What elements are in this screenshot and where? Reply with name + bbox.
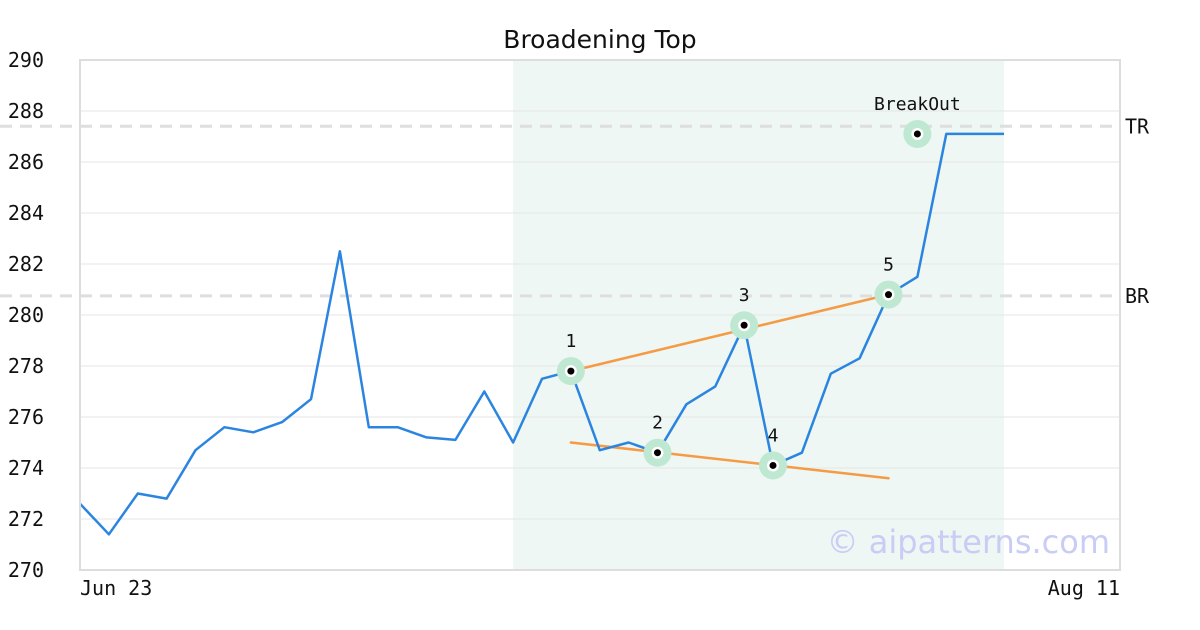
point-label: BreakOut [874, 94, 961, 115]
x-tick-label: Aug 11 [1048, 576, 1120, 600]
y-tick-label: 270 [8, 558, 44, 582]
trendline [569, 293, 890, 373]
price-line [79, 132, 1004, 536]
y-tick-label: 274 [8, 456, 44, 480]
point-dot [567, 367, 575, 375]
watermark-text: © aipatterns.com [827, 523, 1110, 561]
level-line-layer: TR BR [0, 114, 1150, 308]
x-axis-ticks: Jun 23 Aug 11 [80, 576, 1120, 600]
trendline [569, 441, 890, 480]
y-tick-label: 286 [8, 150, 44, 174]
y-tick-label: 278 [8, 354, 44, 378]
y-tick-label: 288 [8, 99, 44, 123]
point-dot [885, 291, 892, 299]
point-dot [740, 321, 748, 329]
level-label: BR [1125, 284, 1150, 308]
point-label: 2 [652, 413, 663, 434]
point-label: 5 [883, 255, 894, 276]
series-layer [79, 132, 1004, 536]
pattern-point-layer: 1 2 3 4 5 BreakOut [556, 94, 961, 480]
point-dot [913, 130, 921, 138]
y-tick-label: 272 [8, 507, 44, 531]
x-tick-label: Jun 23 [80, 576, 152, 600]
level-label: TR [1125, 114, 1150, 138]
y-tick-label: 290 [8, 48, 44, 72]
y-tick-label: 280 [8, 303, 44, 327]
chart-title: Broadening Top [503, 25, 696, 54]
y-tick-label: 276 [8, 405, 44, 429]
point-label: 4 [768, 425, 779, 446]
point-label: 1 [565, 331, 576, 352]
trendline-layer [569, 293, 890, 480]
point-dot [654, 449, 661, 457]
y-tick-label: 282 [8, 252, 44, 276]
plot-frame [79, 59, 1121, 571]
point-dot [769, 461, 777, 469]
y-tick-label: 284 [8, 201, 44, 225]
point-label: 3 [739, 285, 750, 306]
y-axis-ticks: 270 272 274 276 278 280 282 284 286 288 290 [8, 48, 44, 582]
